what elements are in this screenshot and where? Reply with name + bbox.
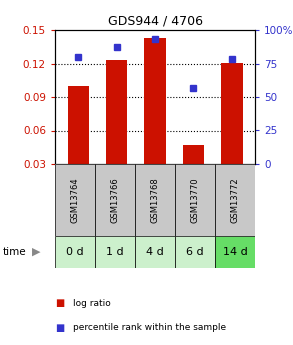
FancyBboxPatch shape	[135, 164, 175, 236]
FancyBboxPatch shape	[215, 164, 255, 236]
Text: 14 d: 14 d	[223, 247, 247, 257]
Text: GSM13764: GSM13764	[71, 177, 79, 223]
FancyBboxPatch shape	[175, 164, 215, 236]
Text: GSM13772: GSM13772	[231, 177, 239, 223]
Text: 6 d: 6 d	[186, 247, 204, 257]
Text: time: time	[3, 247, 27, 257]
Text: log ratio: log ratio	[73, 299, 110, 308]
FancyBboxPatch shape	[135, 236, 175, 268]
Text: ▶: ▶	[32, 247, 41, 257]
Text: 4 d: 4 d	[146, 247, 164, 257]
Bar	[183, 145, 204, 164]
Title: GDS944 / 4706: GDS944 / 4706	[108, 14, 202, 28]
Bar	[144, 38, 166, 164]
FancyBboxPatch shape	[95, 164, 135, 236]
Text: 1 d: 1 d	[106, 247, 124, 257]
Text: GSM13768: GSM13768	[151, 177, 159, 223]
FancyBboxPatch shape	[55, 164, 95, 236]
Bar	[67, 86, 89, 164]
Bar	[106, 60, 127, 164]
FancyBboxPatch shape	[55, 236, 95, 268]
Text: GSM13766: GSM13766	[110, 177, 120, 223]
Bar	[221, 63, 243, 164]
Text: 0 d: 0 d	[66, 247, 84, 257]
Text: ■: ■	[55, 298, 64, 308]
Text: percentile rank within the sample: percentile rank within the sample	[73, 323, 226, 332]
Text: ■: ■	[55, 323, 64, 333]
FancyBboxPatch shape	[175, 236, 215, 268]
FancyBboxPatch shape	[215, 236, 255, 268]
FancyBboxPatch shape	[95, 236, 135, 268]
Text: GSM13770: GSM13770	[190, 177, 200, 223]
